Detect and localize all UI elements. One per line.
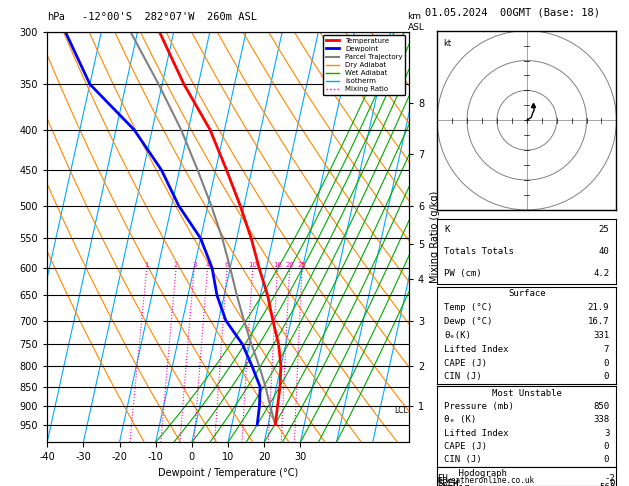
Y-axis label: Mixing Ratio (g/kg): Mixing Ratio (g/kg) (430, 191, 440, 283)
Text: 338: 338 (593, 415, 610, 424)
Text: Pressure (mb): Pressure (mb) (444, 402, 514, 411)
Text: 56°: 56° (599, 483, 615, 486)
Text: 0: 0 (604, 442, 610, 451)
Text: 16.7: 16.7 (587, 317, 610, 326)
Text: 0: 0 (604, 455, 610, 465)
Text: CIN (J): CIN (J) (444, 455, 482, 465)
Text: CAPE (J): CAPE (J) (444, 442, 487, 451)
Text: Surface: Surface (508, 289, 545, 298)
Text: CAPE (J): CAPE (J) (444, 359, 487, 367)
Text: kt: kt (443, 38, 451, 48)
Text: Temp (°C): Temp (°C) (444, 303, 493, 312)
Text: Most Unstable: Most Unstable (492, 388, 562, 398)
Text: 0: 0 (610, 479, 615, 486)
Text: 25: 25 (599, 225, 610, 234)
Text: © weatheronline.co.uk: © weatheronline.co.uk (437, 476, 534, 485)
Text: 0: 0 (604, 372, 610, 382)
Text: 4: 4 (206, 262, 209, 268)
Text: 3: 3 (604, 429, 610, 438)
Text: 3: 3 (192, 262, 196, 268)
Text: 7: 7 (604, 345, 610, 354)
Text: hPa: hPa (47, 12, 65, 22)
Text: EH: EH (437, 474, 448, 484)
Text: 21.9: 21.9 (587, 303, 610, 312)
Text: Dewp (°C): Dewp (°C) (444, 317, 493, 326)
Text: -2: -2 (604, 474, 615, 484)
Text: K: K (444, 225, 450, 234)
Text: -12°00'S  282°07'W  260m ASL: -12°00'S 282°07'W 260m ASL (82, 12, 257, 22)
Text: 16: 16 (273, 262, 282, 268)
Text: 20: 20 (285, 262, 294, 268)
Text: Lifted Index: Lifted Index (444, 345, 509, 354)
Text: LCL: LCL (394, 406, 408, 415)
Text: CIN (J): CIN (J) (444, 372, 482, 382)
Text: Hodograph: Hodograph (437, 469, 507, 478)
Text: PW (cm): PW (cm) (444, 269, 482, 278)
Text: km
ASL: km ASL (408, 12, 425, 32)
Text: 1: 1 (145, 262, 149, 268)
Text: 4.2: 4.2 (593, 269, 610, 278)
Text: 0: 0 (604, 359, 610, 367)
Text: 40: 40 (599, 247, 610, 256)
Text: SREH: SREH (437, 479, 459, 486)
Text: Totals Totals: Totals Totals (444, 247, 514, 256)
Text: 01.05.2024  00GMT (Base: 18): 01.05.2024 00GMT (Base: 18) (425, 7, 599, 17)
Legend: Temperature, Dewpoint, Parcel Trajectory, Dry Adiabat, Wet Adiabat, Isotherm, Mi: Temperature, Dewpoint, Parcel Trajectory… (323, 35, 405, 95)
Text: 10: 10 (248, 262, 257, 268)
Text: 331: 331 (593, 331, 610, 340)
Text: StmDir: StmDir (437, 483, 469, 486)
Text: 25: 25 (298, 262, 306, 268)
Text: Lifted Index: Lifted Index (444, 429, 509, 438)
Text: 6: 6 (225, 262, 230, 268)
Text: θₑ (K): θₑ (K) (444, 415, 477, 424)
Text: 850: 850 (593, 402, 610, 411)
Text: θₑ(K): θₑ(K) (444, 331, 471, 340)
Text: 2: 2 (174, 262, 178, 268)
X-axis label: Dewpoint / Temperature (°C): Dewpoint / Temperature (°C) (158, 468, 298, 478)
